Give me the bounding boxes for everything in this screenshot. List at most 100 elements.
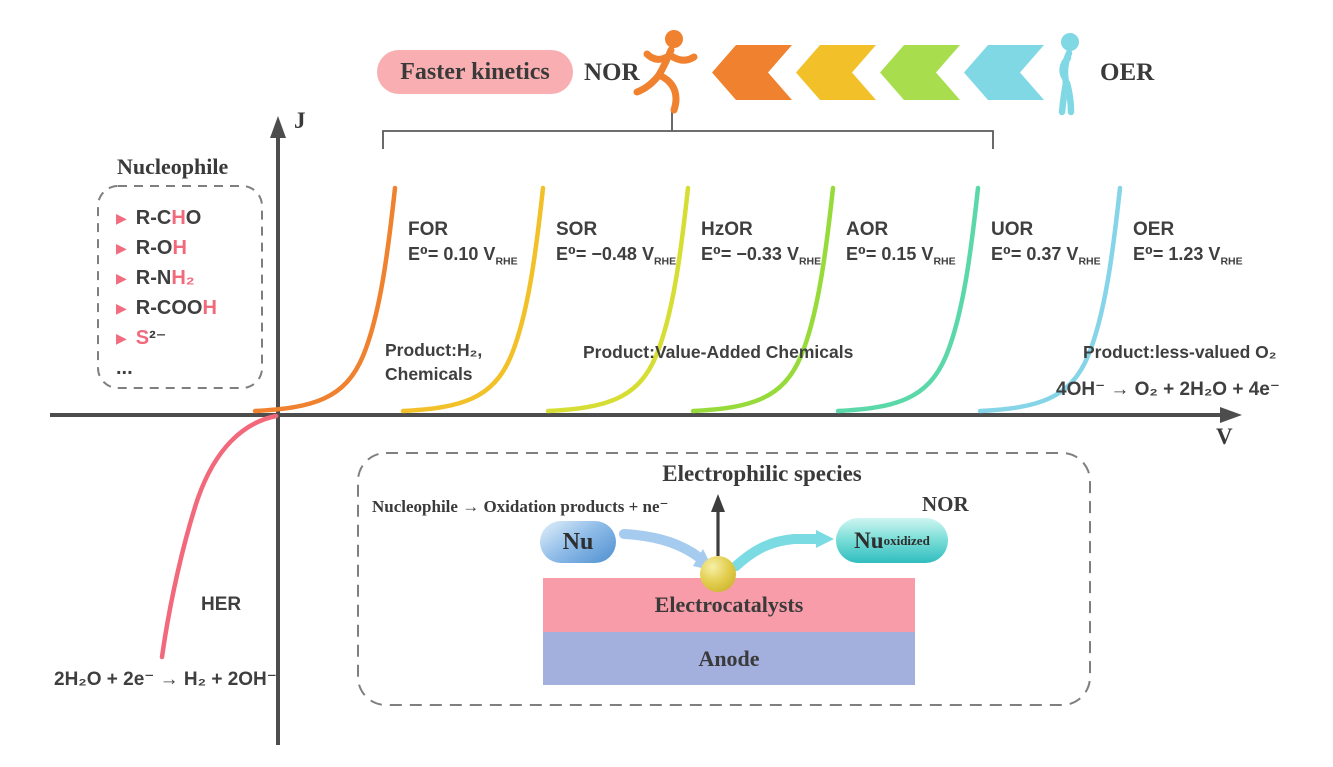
e0-value: E⁰= 0.37 V [991,243,1079,264]
formula-text: ²⁻ [149,327,167,350]
runner-front-arm [666,51,698,64]
sor-curve-label: SOR E⁰= −0.48 VRHE [556,218,726,269]
standing-person-front-leg [1063,79,1075,116]
anode-label: Anode [698,645,760,671]
curve-e0: E⁰= −0.48 VRHE [556,243,726,269]
rhe-subscript: RHE [653,255,677,268]
chevron-left-icon [796,45,876,100]
oer-curve-label: OER E⁰= 1.23 VRHE [1133,218,1303,269]
runner-front-leg [655,71,680,114]
catalyst-to-nuox-arrowhead [816,530,834,548]
nu-to-catalyst-arrow [619,529,705,563]
mechanism-reaction: Nucleophile → Oxidation products + ne⁻ [372,497,669,516]
nucleophile-ellipsis: ... [116,353,256,383]
uor-curve-label: UOR E⁰= 0.37 VRHE [991,218,1161,269]
oer-half-reaction: 4OH⁻ → O₂ + 2H₂O + 4e⁻ [1056,379,1280,400]
active-site-ball-icon [700,556,736,592]
catalyst-to-nuox-arrow [731,534,823,571]
curve-name: OER [1133,219,1175,240]
curve-e0: E⁰= −0.33 VRHE [701,243,871,269]
formula-highlight: H [171,206,186,229]
y-axis-label: J [294,108,306,133]
mid-product-text: Product:Value-Added Chemicals [583,342,854,362]
anode-bar: Anode [543,632,915,685]
curve-name: SOR [556,219,598,240]
nu-text: Nu [562,528,594,555]
uor-curve [835,185,981,414]
oer-product-text: Product:less-valued O₂ [1083,342,1277,362]
triangle-bullet-icon: ▶ [116,239,127,256]
e0-value: E⁰= 1.23 V [1133,243,1221,264]
for-curve [252,185,398,414]
hzor-curve-label: HzOR E⁰= −0.33 VRHE [701,218,871,269]
x-axis-label: V [1216,424,1233,449]
formula-highlight: S [135,326,150,349]
formula-highlight: H₂ [171,266,195,289]
formula-text: R-O [135,236,173,259]
rhe-subscript: RHE [933,255,956,268]
nucleophile-item: ▶ S ²⁻ [116,323,256,353]
e0-value: E⁰= 0.10 V [408,243,496,264]
oer-curve [977,185,1123,414]
electrocatalysts-label: Electrocatalysts [654,592,804,617]
aor-curve [690,185,836,414]
y-axis-arrowhead [270,116,286,138]
sor-curve [400,185,546,414]
e0-value: E⁰= 0.15 V [846,243,934,264]
standing-person-head [1061,33,1079,51]
triangle-bullet-icon: ▶ [116,329,127,346]
nucleophile-item: ▶ R-O H [116,233,256,263]
rhe-subscript: RHE [495,255,518,268]
nucleophile-item: ▶ R-N H₂ [116,263,256,293]
mechanism-nor-label: NOR [922,492,969,516]
curve-e0: E⁰= 0.10 VRHE [408,243,578,269]
triangle-bullet-icon: ▶ [116,299,127,316]
rhe-subscript: RHE [1220,255,1243,268]
formula-text: R-C [135,206,172,229]
for-curve-label: FOR E⁰= 0.10 VRHE [408,218,578,269]
curve-e0: E⁰= 1.23 VRHE [1133,243,1303,269]
nucleophile-item: ▶ R-COO H [116,293,256,323]
nucleophile-item: ▶ R-C H O [116,203,256,233]
chevron-left-icon [964,45,1044,100]
banner-bracket [382,130,994,149]
nu-oxidized-main: Nu [854,527,884,553]
runner-back-leg [633,71,663,96]
formula-highlight: H [172,236,187,259]
chevron-left-icon [880,45,960,100]
formula-text: O [185,206,202,229]
x-axis-arrowhead [1220,407,1242,423]
for-product-line1: Product:H₂, [385,340,483,360]
banner-nor-label: NOR [584,59,640,86]
triangle-bullet-icon: ▶ [116,209,127,226]
curve-name: AOR [846,219,889,240]
triangle-bullet-icon: ▶ [116,269,127,286]
standing-person-arm [1059,54,1072,82]
hzor-curve [545,185,691,414]
rhe-subscript: RHE [798,255,822,268]
aor-curve-label: AOR E⁰= 0.15 VRHE [846,218,1016,269]
curve-e0: E⁰= 0.15 VRHE [846,243,1016,269]
nucleophile-list: ▶ R-C H O ▶ R-O H ▶ R-N H₂ ▶ R-COO H ▶ S ²⁻ ..… [116,203,256,383]
banner-oer-label: OER [1100,59,1155,86]
her-label: HER [201,594,242,615]
for-product-line2: Chemicals [385,364,473,384]
runner-icon [633,30,698,114]
curve-name: UOR [991,219,1034,240]
her-reaction: 2H₂O + 2e⁻ → H₂ + 2OH⁻ [54,669,277,690]
runner-head [665,30,683,48]
nucleophile-panel-title: Nucleophile [117,154,229,179]
formula-text: R-N [135,266,172,289]
e0-value: E⁰= −0.33 V [701,243,799,264]
runner-back-arm [643,50,674,63]
e0-value: E⁰= −0.48 V [556,243,654,264]
formula-text: R-COO [135,296,203,319]
nucleophile-dashed-box [97,185,263,389]
formula-highlight: H [202,296,217,319]
faster-kinetics-pill: Faster kinetics [377,50,573,94]
mechanism-title: Electrophilic species [662,461,862,486]
chevron-left-icon [712,45,792,100]
curve-name: HzOR [701,219,753,240]
